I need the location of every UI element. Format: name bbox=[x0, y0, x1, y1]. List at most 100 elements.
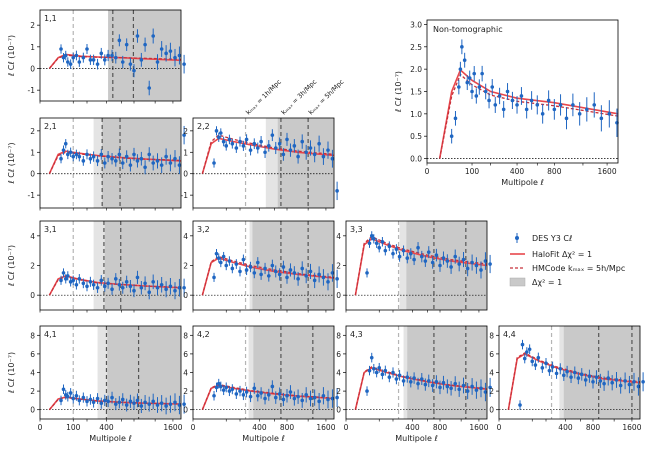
data-point bbox=[74, 282, 79, 287]
panel-frame bbox=[39, 9, 182, 102]
data-point bbox=[558, 366, 563, 371]
data-point bbox=[461, 383, 466, 388]
x-tick-label: 1600 bbox=[316, 423, 335, 432]
data-point bbox=[147, 86, 152, 90]
data-point bbox=[618, 383, 623, 388]
x-tick-label: 100 bbox=[465, 167, 480, 176]
panel-3-1: 3,1 0 2 4 ℓ Cℓ (10⁻⁷) bbox=[7, 220, 186, 313]
data-point bbox=[259, 139, 263, 144]
data-point bbox=[244, 268, 249, 272]
data-point bbox=[182, 402, 186, 406]
data-point bbox=[461, 257, 466, 262]
data-point bbox=[510, 98, 515, 103]
data-point bbox=[147, 290, 152, 295]
data-point bbox=[227, 389, 232, 393]
y-tick-label: 4 bbox=[183, 232, 188, 241]
kmax-annotation: kₘₐₓ = 1h/Mpc bbox=[244, 78, 283, 117]
panel-frame bbox=[426, 19, 619, 164]
y-tick-label: 0.5 bbox=[410, 132, 422, 141]
x-tick-label: 1600 bbox=[598, 167, 617, 176]
data-point bbox=[238, 269, 242, 274]
data-point bbox=[281, 152, 286, 157]
data-point bbox=[369, 355, 374, 360]
x-tick-label: 400 bbox=[252, 423, 267, 432]
y-tick-label: 2 bbox=[183, 127, 188, 136]
data-point bbox=[182, 133, 186, 137]
data-point bbox=[401, 248, 406, 253]
data-point bbox=[177, 403, 182, 407]
hmcode-curve bbox=[201, 383, 335, 410]
data-point bbox=[369, 234, 374, 238]
data-point bbox=[285, 137, 289, 142]
x-axis-label: Multipole ℓ bbox=[501, 178, 544, 187]
data-point bbox=[106, 281, 110, 286]
data-point bbox=[117, 152, 122, 157]
data-point bbox=[244, 390, 249, 394]
data-point bbox=[576, 376, 581, 380]
data-point bbox=[68, 150, 73, 155]
data-point bbox=[321, 154, 326, 159]
data-point bbox=[453, 254, 458, 259]
data-point bbox=[330, 396, 335, 401]
panel-label: 4,3 bbox=[350, 330, 363, 339]
y-tick-label: 2 bbox=[183, 387, 188, 396]
data-point bbox=[536, 355, 541, 360]
data-point bbox=[77, 60, 82, 64]
data-point bbox=[263, 266, 267, 271]
y-tick-label: 4 bbox=[30, 232, 35, 241]
panel-non-tomographic: Non-tomographic 0.0 0.5 1.0 1.5 2.0 2.5 3.0 0 100… bbox=[394, 19, 619, 187]
panel-label: 2,1 bbox=[44, 122, 57, 131]
data-point bbox=[401, 379, 406, 383]
data-point bbox=[529, 98, 534, 103]
data-point bbox=[296, 277, 300, 281]
data-point bbox=[135, 398, 140, 403]
data-point bbox=[522, 356, 527, 361]
data-point bbox=[224, 263, 229, 268]
panel-label: 4,1 bbox=[44, 330, 57, 339]
data-point bbox=[173, 400, 177, 405]
data-point bbox=[391, 370, 395, 375]
data-point bbox=[143, 400, 147, 405]
data-point bbox=[449, 386, 453, 391]
data-point bbox=[405, 256, 410, 260]
panel-4-1: 4,1 0 2 4 6 8 0 100 400 1600 Multipole ℓ ℓ Cℓ (10⁻⁷… bbox=[7, 325, 186, 443]
data-point bbox=[577, 112, 582, 116]
data-point bbox=[554, 371, 559, 376]
y-tick-label: 8 bbox=[30, 331, 35, 340]
shade-dark-region bbox=[406, 221, 487, 310]
panel-4-3: 4,3 0 2 4 6 8 0 400 800 1600 Multipole ℓ bbox=[336, 325, 492, 443]
data-point bbox=[592, 103, 597, 107]
data-point bbox=[164, 404, 168, 408]
data-point bbox=[288, 268, 293, 272]
data-point bbox=[607, 112, 612, 116]
data-point bbox=[488, 385, 492, 390]
data-point bbox=[525, 350, 529, 354]
y-tick-label: 2 bbox=[30, 387, 35, 396]
data-point bbox=[63, 277, 68, 281]
data-point bbox=[120, 397, 125, 402]
data-point bbox=[219, 131, 223, 135]
data-point bbox=[81, 55, 86, 60]
data-point bbox=[281, 397, 286, 402]
x-tick-label: 1600 bbox=[469, 423, 488, 432]
data-point bbox=[372, 366, 376, 371]
data-point bbox=[288, 148, 293, 152]
data-point bbox=[326, 148, 330, 152]
data-point bbox=[241, 393, 246, 397]
data-point bbox=[77, 398, 82, 403]
data-point bbox=[252, 271, 257, 275]
data-point bbox=[438, 263, 442, 268]
data-point bbox=[519, 94, 524, 98]
data-point bbox=[151, 399, 155, 404]
data-point bbox=[110, 395, 114, 400]
data-point bbox=[212, 275, 216, 280]
data-point bbox=[139, 58, 144, 62]
data-point bbox=[214, 251, 219, 256]
y-tick-label: 8 bbox=[336, 331, 341, 340]
panel-label: 2,2 bbox=[197, 122, 210, 131]
shade-dark-region bbox=[407, 326, 487, 419]
data-point bbox=[212, 161, 216, 165]
data-point bbox=[270, 263, 275, 268]
data-point bbox=[391, 251, 395, 256]
panel-1-1: 1,1 -1 0 1 2 ℓ Cℓ (10⁻⁷) bbox=[7, 9, 186, 104]
